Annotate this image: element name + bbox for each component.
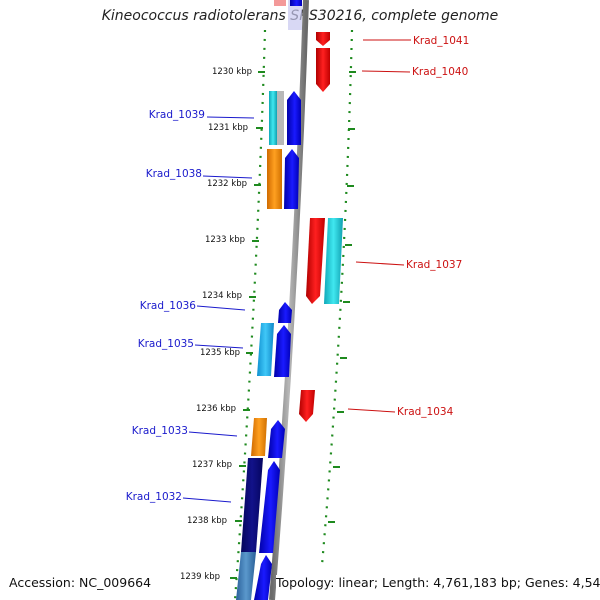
kbp-label: 1236 kbp — [196, 404, 236, 414]
gene-label-krad-1036[interactable]: Krad_1036 — [140, 300, 197, 312]
right-strand-genes — [299, 32, 343, 422]
gene-label-krad-1041[interactable]: Krad_1041 — [413, 35, 469, 47]
gene-gray-krad-1039[interactable] — [277, 91, 284, 145]
kbp-label: 1232 kbp — [207, 179, 247, 189]
kbp-label: 1235 kbp — [200, 348, 240, 358]
gene-cyan-krad-1037[interactable] — [324, 218, 343, 304]
gene-arrow-blue[interactable] — [268, 420, 285, 458]
left-ticks — [230, 71, 265, 579]
right-ticks — [328, 71, 356, 523]
gene-cyan-krad-1039[interactable] — [269, 91, 277, 145]
gene-label-krad-1038[interactable]: Krad_1038 — [146, 168, 202, 180]
gene-arrow-blue[interactable] — [287, 91, 301, 145]
chromosome-backbone — [269, 0, 309, 600]
kbp-label: 1230 kbp — [212, 67, 252, 77]
gene-label-krad-1040[interactable]: Krad_1040 — [412, 66, 468, 78]
right-gene-labels: Krad_1041 Krad_1040 Krad_1037 Krad_1034 — [397, 35, 469, 418]
gene-arrow-krad-1041[interactable] — [316, 32, 330, 46]
gene-label-krad-1035[interactable]: Krad_1035 — [138, 338, 194, 350]
gene-arrow-blue[interactable] — [274, 325, 291, 377]
gene-orange-krad-1033[interactable] — [251, 418, 267, 456]
gene-arrow-blue[interactable] — [284, 149, 299, 209]
kbp-label: 1238 kbp — [187, 516, 227, 526]
gene-arrow-krad-1034[interactable] — [299, 390, 315, 422]
kbp-labels: 1230 kbp 1231 kbp 1232 kbp 1233 kbp 1234… — [180, 67, 252, 582]
topology-text: Topology: linear; Length: 4,761,183 bp; … — [276, 575, 600, 590]
gene-label-krad-1034[interactable]: Krad_1034 — [397, 406, 454, 418]
left-strand-genes — [236, 91, 301, 600]
gene-label-krad-1039[interactable]: Krad_1039 — [149, 109, 205, 121]
right-leaders — [347, 39, 411, 413]
left-leaders — [182, 116, 255, 503]
accession-text: Accession: NC_009664 — [9, 575, 152, 590]
gene-arrow-blue[interactable] — [259, 461, 280, 553]
kbp-label: 1234 kbp — [202, 291, 242, 301]
gene-steel[interactable] — [236, 552, 256, 600]
gene-sky-krad-1035[interactable] — [257, 323, 274, 376]
gene-label-krad-1037[interactable]: Krad_1037 — [406, 259, 462, 271]
gene-partial-top[interactable] — [274, 0, 286, 6]
gene-arrow-krad-1037[interactable] — [306, 218, 325, 304]
kbp-label: 1231 kbp — [208, 123, 248, 133]
gene-partial-top[interactable] — [288, 0, 302, 30]
gene-arrow-blue[interactable] — [254, 555, 272, 600]
kbp-label: 1233 kbp — [205, 235, 245, 245]
gene-navy-krad-1032[interactable] — [241, 458, 263, 552]
gene-arrow-krad-1040[interactable] — [316, 48, 330, 92]
gene-partial-top[interactable] — [290, 0, 302, 6]
gene-label-krad-1033[interactable]: Krad_1033 — [132, 425, 188, 437]
kbp-label: 1237 kbp — [192, 460, 232, 470]
gene-label-krad-1032[interactable]: Krad_1032 — [126, 491, 182, 503]
kbp-label: 1239 kbp — [180, 572, 220, 582]
gene-orange-krad-1038[interactable] — [267, 149, 282, 209]
gene-arrow-krad-1036[interactable] — [278, 302, 292, 323]
left-gene-labels: Krad_1039 Krad_1038 Krad_1036 Krad_1035 … — [126, 109, 205, 503]
